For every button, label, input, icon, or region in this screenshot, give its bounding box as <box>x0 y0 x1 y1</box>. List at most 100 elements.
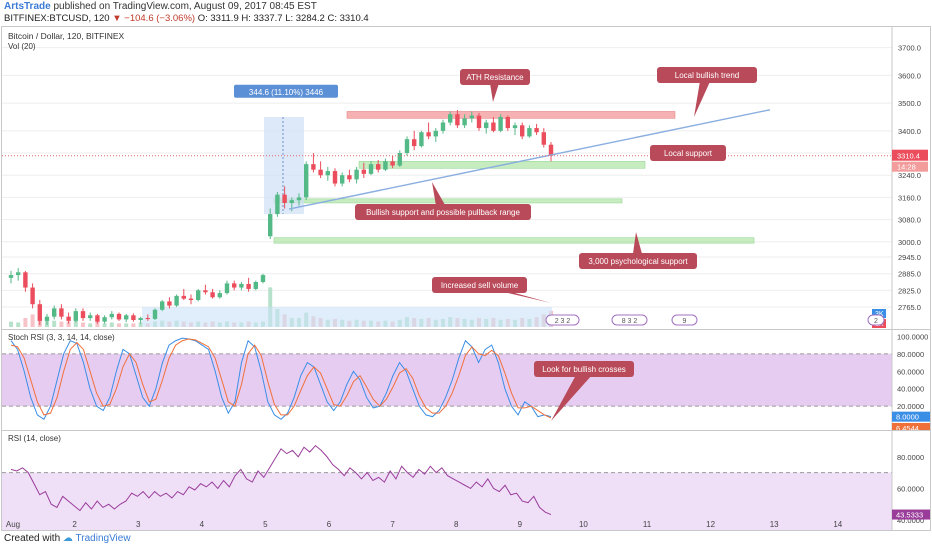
candle-body <box>73 311 78 321</box>
y-tick-label: 20.0000 <box>897 402 924 411</box>
price-chart[interactable]: 3700.03600.03500.03400.03320.03240.03160… <box>2 27 930 329</box>
volume-bar <box>124 323 129 327</box>
y-tick-label: 3240.0 <box>898 171 921 180</box>
candle-body <box>152 309 158 319</box>
y-tick-label: 2765.0 <box>898 303 921 312</box>
candle-body <box>397 153 402 166</box>
candle-body <box>116 313 122 320</box>
y-tick-label: 40.0000 <box>897 516 924 525</box>
price-panel[interactable]: 3700.03600.03500.03400.03320.03240.03160… <box>1 26 931 330</box>
measure-label-box <box>234 84 338 98</box>
candle-body <box>448 114 453 123</box>
indicator-title: Stoch RSI (3, 3, 14, 14, close) <box>8 333 115 342</box>
candle-body <box>498 116 503 131</box>
candle-body <box>383 161 388 170</box>
event-marker <box>611 314 648 326</box>
candle-body <box>354 169 359 180</box>
candle-body <box>289 200 294 203</box>
event-marker-label: 2 3 2 <box>555 318 571 325</box>
chart-title: Bitcoin / Dollar, 120, BITFINEX <box>8 31 125 41</box>
candle-body <box>8 275 14 278</box>
y-tick-label: 80.0000 <box>897 350 924 359</box>
candle-body <box>253 282 258 289</box>
candle-body <box>426 132 431 137</box>
callout-text: ATH Resistance <box>466 73 524 82</box>
volume-bar <box>88 323 93 327</box>
stoch-rsi-panel[interactable]: 100.0000 80.0000 60.0000 40.0000 20.0000 8.00… <box>1 329 931 433</box>
rsi-panel[interactable]: 80.0000 60.0000 40.0000 43.5333 RSI (14, clo… <box>1 430 931 537</box>
y-tick-label: 80.0000 <box>897 453 924 462</box>
candle-body <box>462 118 467 126</box>
candle-body <box>491 122 496 131</box>
vol-tag-3k <box>872 309 886 318</box>
candle-body <box>196 290 201 301</box>
value-tag <box>892 509 930 520</box>
callout-text: Increased sell volume <box>441 281 519 290</box>
volume-bar <box>59 321 64 327</box>
y-tick-label: 2825.0 <box>898 286 921 295</box>
y-tick-label: 3600.0 <box>898 71 921 80</box>
series-line-pct-d <box>10 338 552 419</box>
indicator-title: RSI (14, close) <box>8 434 61 443</box>
callout: Increased sell volume <box>432 277 551 303</box>
tradingview-brand[interactable]: TradingView <box>75 533 131 544</box>
zone-support <box>273 237 755 244</box>
candle-body <box>311 164 316 170</box>
volume-bar <box>131 323 136 327</box>
volume-bar <box>102 323 107 327</box>
candle-body <box>412 139 417 147</box>
candle-body <box>332 171 338 184</box>
y-tick-label: 60.0000 <box>897 367 924 376</box>
candle-body <box>59 308 64 317</box>
candle-body <box>505 116 510 129</box>
event-marker <box>671 314 698 326</box>
callout: ATH Resistance <box>460 69 530 102</box>
candle-body <box>304 164 309 198</box>
candle-body <box>37 304 42 321</box>
y-tick-label: 2945.0 <box>898 253 921 262</box>
candle-body <box>167 301 172 306</box>
volume-bar <box>95 321 100 327</box>
author-name[interactable]: ArtsTrade <box>4 1 51 12</box>
candle-body <box>469 115 474 119</box>
callout-box <box>432 277 527 293</box>
candle-body <box>138 318 143 321</box>
candle-body <box>275 194 280 215</box>
candle-body <box>318 169 323 176</box>
stoch-rsi-chart[interactable]: 100.0000 80.0000 60.0000 40.0000 20.0000 8.00… <box>2 330 930 433</box>
price-change: ▼ −104.6 (−3.06%) <box>112 13 196 24</box>
candle-body <box>548 144 554 156</box>
candle-body <box>433 130 438 137</box>
candle-body <box>246 283 251 289</box>
x-tick-label: 6 <box>327 520 332 529</box>
candle-body <box>124 315 129 320</box>
candle-body <box>325 171 330 176</box>
callout-text: Local support <box>664 149 713 158</box>
series-line-pct-k <box>10 337 552 421</box>
candle-body <box>239 283 244 288</box>
callout-box <box>460 69 530 85</box>
callout-text: Bullish support and possible pullback ra… <box>366 208 520 217</box>
callout: Bullish support and possible pullback ra… <box>355 182 531 220</box>
candle-body <box>52 308 57 317</box>
callout-text: Local bullish trend <box>675 71 739 80</box>
candle-body <box>232 283 237 288</box>
candle-body <box>296 197 302 201</box>
volume-bar <box>73 320 78 327</box>
countdown-value: 14:28 <box>897 163 916 172</box>
y-tick-label: 3000.0 <box>898 238 921 247</box>
event-marker-label: 2 <box>874 318 878 325</box>
candle-body <box>404 139 410 154</box>
x-tick-label: 11 <box>643 520 652 529</box>
callout-box <box>650 145 726 161</box>
value-tag-label: 8.0000 <box>896 413 919 422</box>
volume-bar <box>138 322 143 327</box>
volume-bar <box>16 322 21 327</box>
measure-label: 344.6 (11.10%) 3446 <box>249 88 324 97</box>
volume-bar <box>23 318 28 327</box>
publish-info: published on TradingView.com, August 09,… <box>53 1 317 12</box>
candle-body <box>174 295 179 306</box>
cloud-icon: ☁ <box>62 533 73 544</box>
series-line-rsi <box>10 444 552 516</box>
